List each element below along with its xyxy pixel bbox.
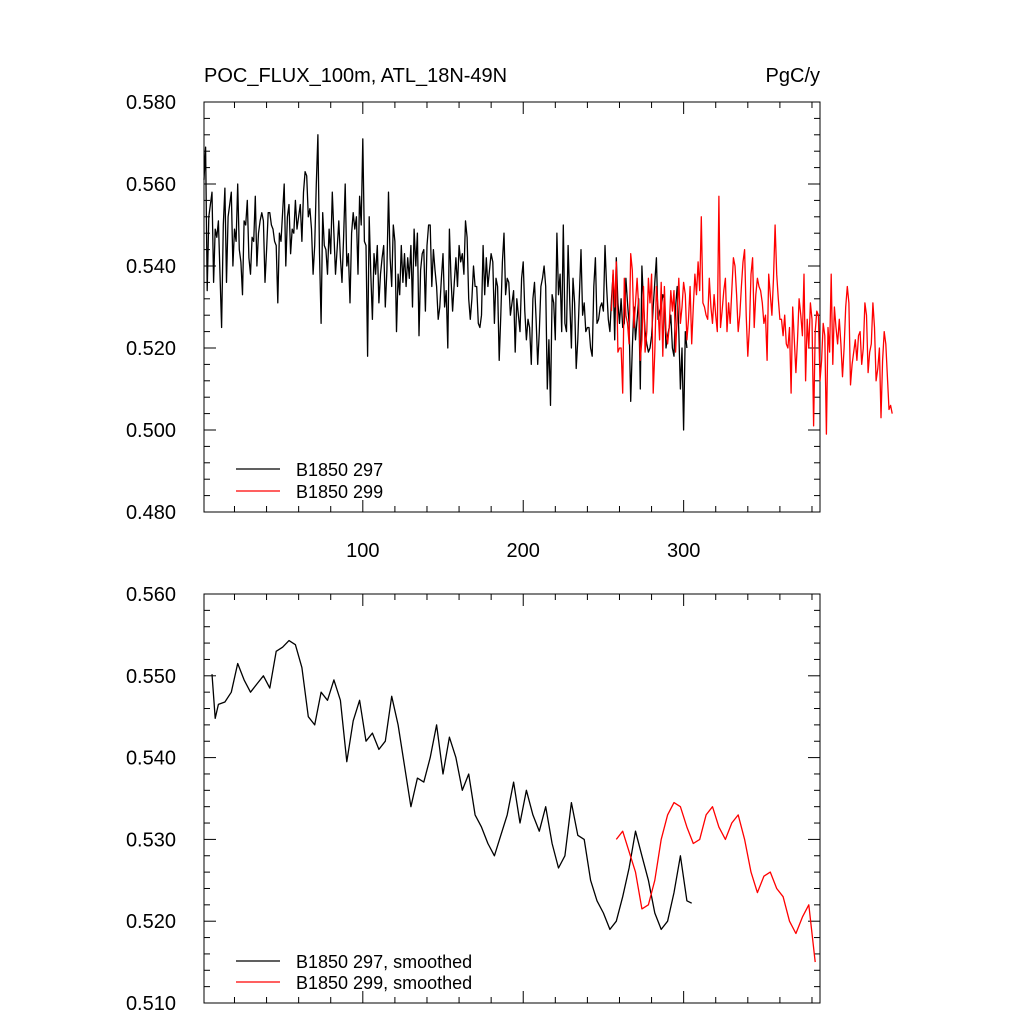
y-tick-label: 0.520	[126, 338, 176, 360]
y-tick-label: 0.580	[126, 92, 176, 114]
x-tick-label: 100	[346, 540, 379, 562]
y-tick-label: 0.520	[126, 911, 176, 933]
y-tick-label: 0.500	[126, 420, 176, 442]
x-tick-label: 300	[667, 540, 700, 562]
legend-label-1: B1850 297	[296, 460, 383, 480]
top-chart-units: PgC/y	[766, 65, 820, 87]
y-tick-label: 0.550	[126, 666, 176, 688]
series-line-2	[615, 801, 816, 963]
y-tick-label: 0.510	[126, 993, 176, 1015]
plot-frame	[203, 593, 821, 1004]
legend-label-2: B1850 299, smoothed	[296, 973, 472, 993]
top-chart-title: POC_FLUX_100m, ATL_18N-49N	[204, 65, 507, 87]
series-line-1	[203, 134, 688, 431]
y-tick-label: 0.540	[126, 748, 176, 770]
y-tick-label: 0.560	[126, 584, 176, 606]
y-tick-label: 0.480	[126, 502, 176, 524]
legend-label-2: B1850 299	[296, 482, 383, 502]
y-tick-label: 0.530	[126, 829, 176, 851]
y-tick-label: 0.540	[126, 256, 176, 278]
y-tick-label: 0.560	[126, 174, 176, 196]
x-tick-label: 200	[507, 540, 540, 562]
legend-label-1: B1850 297, smoothed	[296, 952, 472, 972]
bottom-chart: 0.510 0.520 0.530 0.540 0.550 0.560 B1850 297,…	[126, 584, 821, 1015]
plot-frame	[203, 101, 821, 513]
series-line-2	[610, 195, 893, 435]
series-line-1	[211, 639, 692, 931]
top-chart: 0.480 0.500 0.520 0.540 0.560 0.580 100 200 300 B…	[126, 92, 893, 562]
